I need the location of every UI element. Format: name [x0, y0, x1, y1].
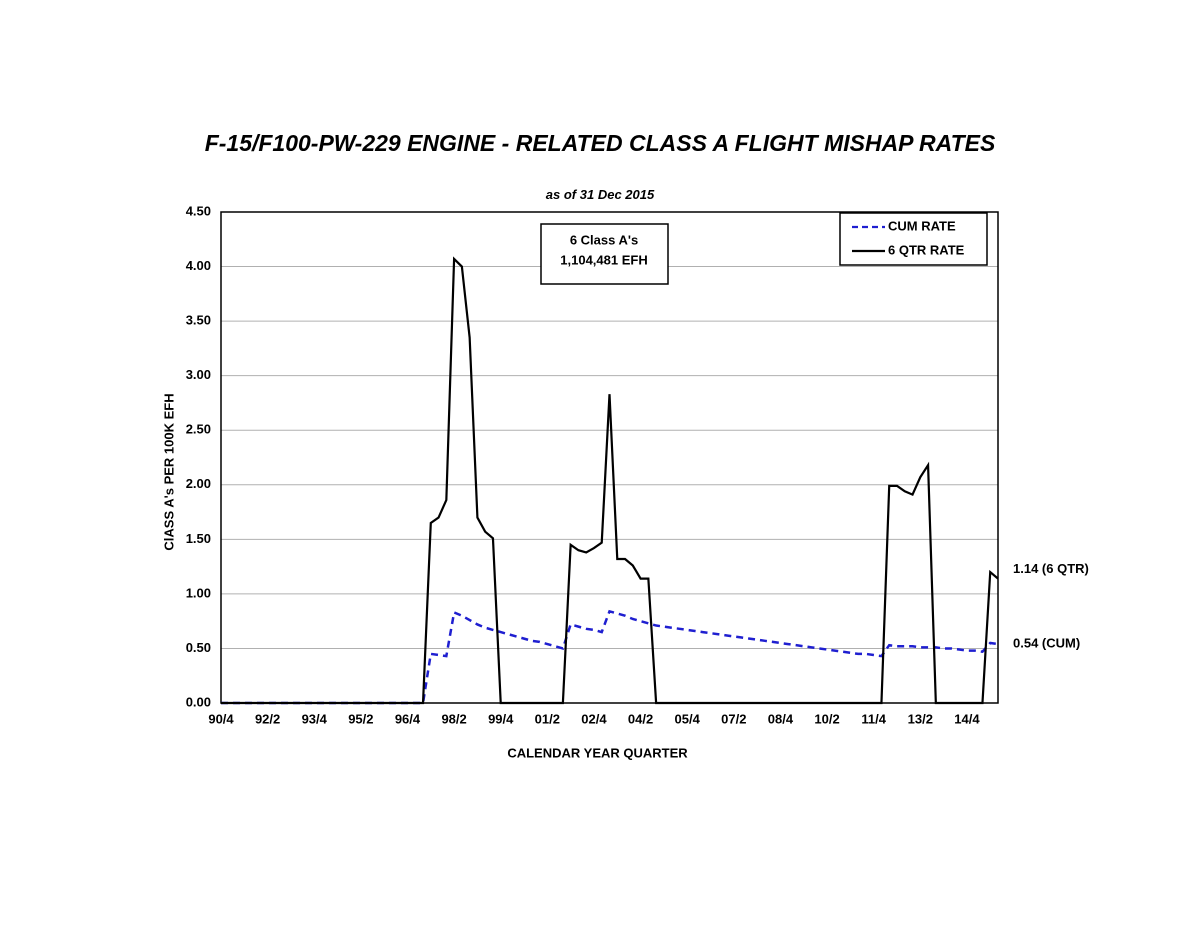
chart-title: F-15/F100-PW-229 ENGINE - RELATED CLASS … [204, 130, 996, 156]
x-tick-label: 11/4 [861, 711, 886, 726]
x-tick-label: 99/4 [488, 711, 514, 726]
annotation-box [540, 223, 669, 285]
plot-frame [220, 211, 999, 704]
x-tick-label: 93/4 [302, 711, 328, 726]
x-tick-label: 10/2 [814, 711, 839, 726]
y-tick-label: 2.50 [186, 422, 211, 437]
series-line [221, 609, 999, 705]
chart-subtitle: as of 31 Dec 2015 [545, 187, 655, 202]
x-tick-label: 02/4 [581, 711, 607, 726]
y-tick-label: 3.50 [186, 313, 211, 328]
legend-label: CUM RATE [888, 218, 956, 233]
y-tick-label: 1.50 [186, 531, 211, 546]
x-tick-label: 14/4 [954, 711, 980, 726]
y-tick-label: 0.00 [186, 694, 211, 709]
x-tick-label: 90/4 [208, 711, 234, 726]
x-tick-label: 07/2 [721, 711, 746, 726]
x-tick-label: 08/4 [768, 711, 794, 726]
series-line [221, 256, 999, 705]
legend-box [839, 212, 988, 266]
end-label: 1.14 (6 QTR) [1013, 561, 1089, 576]
x-tick-label: 92/2 [255, 711, 280, 726]
annotation-text: 1,104,481 EFH [560, 252, 647, 267]
x-tick-label: 05/4 [675, 711, 701, 726]
y-axis-label: ClASS A's PER 100K EFH [161, 393, 176, 550]
x-tick-label: 01/2 [535, 711, 560, 726]
y-tick-label: 3.00 [186, 367, 211, 382]
end-label: 0.54 (CUM) [1013, 636, 1080, 651]
annotation-text: 6 Class A's [570, 232, 638, 247]
x-tick-label: 95/2 [348, 711, 373, 726]
x-tick-label: 96/4 [395, 711, 421, 726]
legend-label: 6 QTR RATE [888, 242, 965, 257]
y-tick-label: 4.50 [186, 203, 211, 218]
x-tick-label: 13/2 [908, 711, 933, 726]
y-tick-label: 0.50 [186, 640, 211, 655]
y-tick-label: 1.00 [186, 585, 211, 600]
y-tick-label: 2.00 [186, 476, 211, 491]
x-tick-label: 98/2 [441, 711, 466, 726]
x-axis-label: CALENDAR YEAR QUARTER [507, 745, 688, 760]
y-tick-label: 4.00 [186, 258, 211, 273]
x-tick-label: 04/2 [628, 711, 653, 726]
